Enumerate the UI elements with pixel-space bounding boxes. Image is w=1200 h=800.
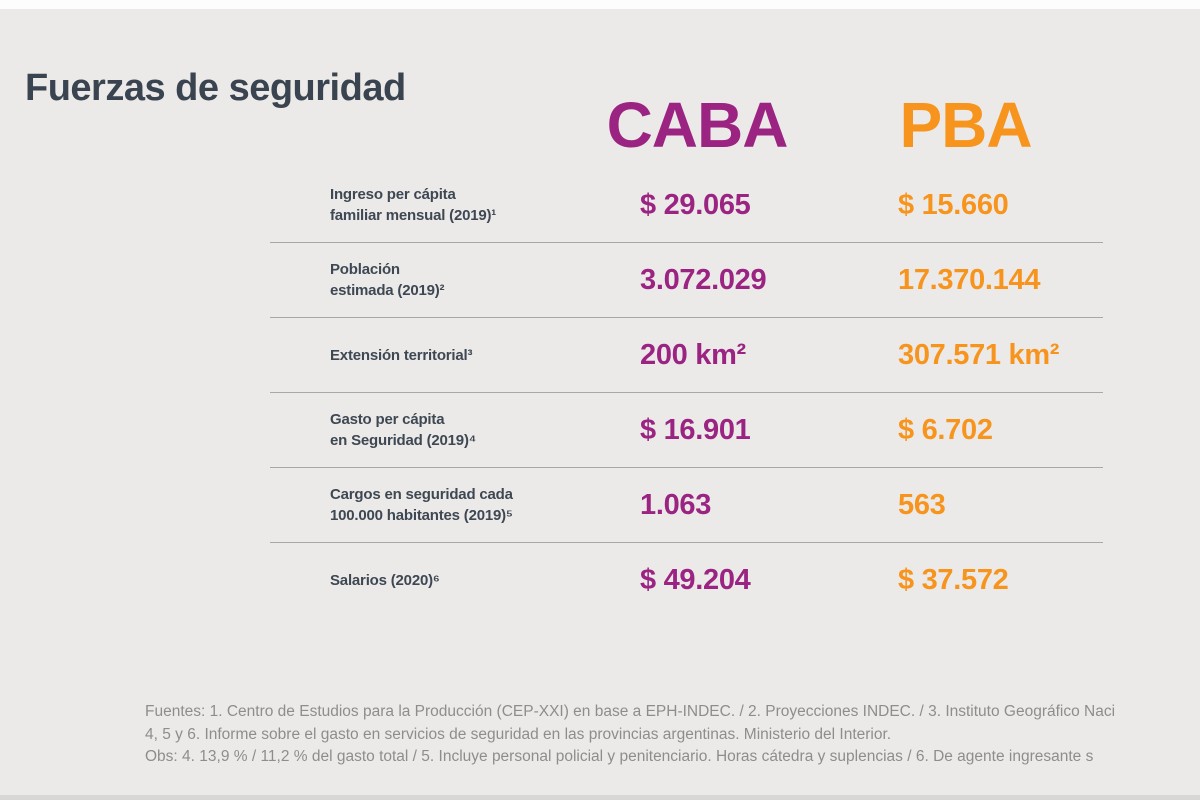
top-border-strip — [0, 0, 1200, 9]
footnotes: Fuentes: 1. Centro de Estudios para la P… — [145, 701, 1200, 769]
pba-value: $ 37.572 — [898, 564, 1009, 596]
table-row: Gasto per cápita en Seguridad (2019)⁴ $ … — [270, 393, 1103, 468]
footnote-sources-line2: 4, 5 y 6. Informe sobre el gasto en serv… — [145, 725, 892, 743]
column-header-caba: CABA — [606, 89, 789, 161]
row-label: Población estimada (2019)² — [270, 259, 640, 301]
row-label-line: 100.000 habitantes (2019)⁵ — [330, 507, 513, 524]
row-label: Cargos en seguridad cada 100.000 habitan… — [270, 484, 640, 526]
row-label-line: Salarios (2020)⁶ — [330, 572, 440, 589]
table-row: Ingreso per cápita familiar mensual (201… — [270, 168, 1103, 243]
column-header-pba: PBA — [899, 89, 1032, 161]
row-label: Salarios (2020)⁶ — [270, 570, 640, 591]
table-row: Extensión territorial³ 200 km² 307.571 k… — [270, 318, 1103, 393]
comparison-table: Ingreso per cápita familiar mensual (201… — [270, 168, 1103, 618]
footnote-observations: Obs: 4. 13,9 % / 11,2 % del gasto total … — [145, 748, 1094, 765]
table-row: Cargos en seguridad cada 100.000 habitan… — [270, 468, 1103, 543]
table-row: Población estimada (2019)² 3.072.029 17.… — [270, 243, 1103, 318]
bottom-border-strip — [0, 795, 1200, 800]
row-label-line: Gasto per cápita — [330, 411, 445, 428]
page-title: Fuerzas de seguridad — [25, 67, 406, 110]
caba-value: $ 29.065 — [640, 188, 751, 221]
row-label-line: Ingreso per cápita — [330, 186, 456, 203]
pba-value: 17.370.144 — [898, 263, 1041, 296]
row-label: Gasto per cápita en Seguridad (2019)⁴ — [270, 409, 640, 451]
row-label-line: en Seguridad (2019)⁴ — [330, 432, 476, 449]
table-row: Salarios (2020)⁶ $ 49.204 $ 37.572 — [270, 543, 1103, 618]
row-label-line: Población — [330, 261, 400, 278]
row-label: Extensión territorial³ — [270, 345, 640, 366]
row-label: Ingreso per cápita familiar mensual (201… — [270, 184, 640, 226]
caba-value: 3.072.029 — [640, 263, 767, 296]
caba-value: $ 16.901 — [640, 413, 751, 446]
pba-value: 563 — [898, 488, 946, 521]
caba-value: 1.063 — [640, 488, 712, 521]
pba-value: 307.571 km² — [898, 338, 1060, 371]
caba-value: 200 km² — [640, 338, 746, 371]
footnote-sources-line1: Fuentes: 1. Centro de Estudios para la P… — [145, 703, 1116, 720]
row-label-line: Extensión territorial³ — [330, 346, 473, 364]
row-label-line: Cargos en seguridad cada — [330, 486, 513, 503]
pba-value: $ 15.660 — [898, 188, 1009, 221]
row-label-line: estimada (2019)² — [330, 282, 445, 299]
row-label-line: familiar mensual (2019)¹ — [330, 207, 497, 224]
pba-value: $ 6.702 — [898, 413, 993, 446]
caba-value: $ 49.204 — [640, 564, 751, 596]
